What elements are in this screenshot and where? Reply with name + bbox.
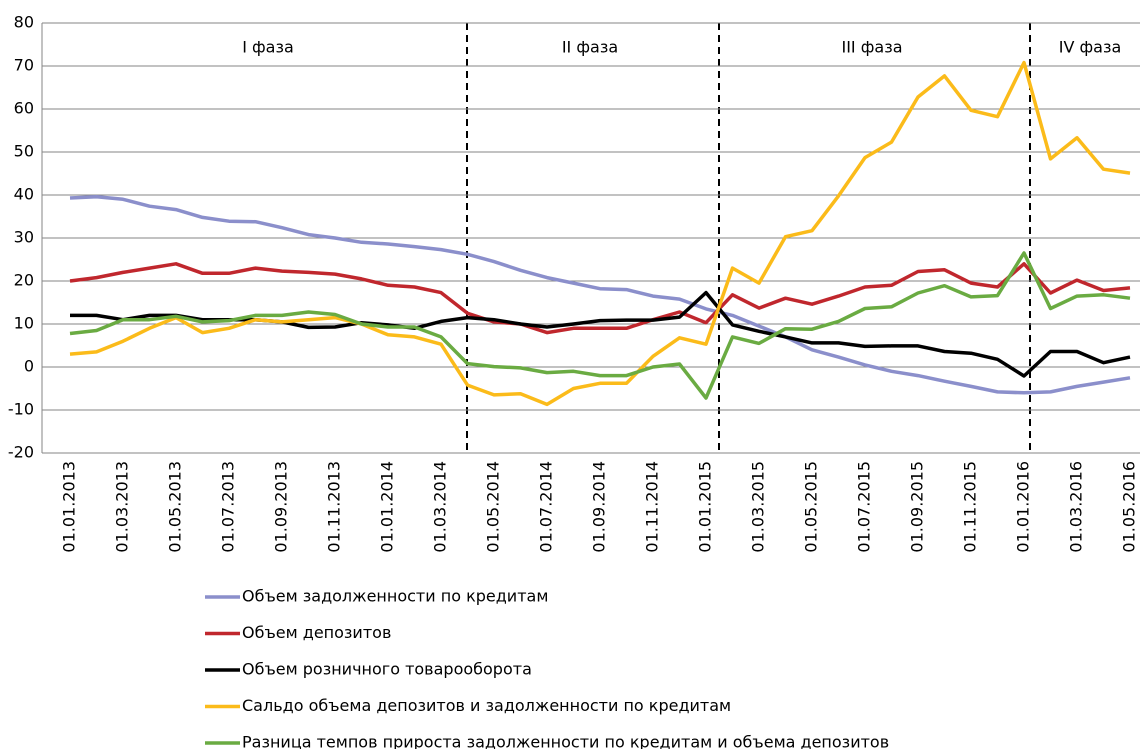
y-tick-label: 10: [14, 314, 34, 333]
x-tick-label: 01.05.2014: [484, 461, 503, 553]
x-tick-label: 01.05.2015: [802, 461, 821, 553]
x-tick-label: 01.05.2016: [1120, 461, 1139, 553]
x-tick-label: 01.11.2013: [325, 461, 344, 553]
legend-label: Объем розничного товарооборота: [242, 660, 532, 679]
y-tick-label: 40: [14, 185, 34, 204]
legend-label: Объем депозитов: [242, 623, 391, 642]
x-tick-label: 01.07.2015: [855, 461, 874, 553]
x-tick-label: 01.09.2015: [908, 461, 927, 553]
y-tick-label: 30: [14, 228, 34, 247]
x-tick-label: 01.09.2014: [590, 461, 609, 553]
x-tick-label: 01.03.2014: [431, 461, 450, 553]
legend-label: Сальдо объема депозитов и задолженности …: [242, 696, 731, 715]
x-tick-label: 01.11.2015: [961, 461, 980, 553]
y-tick-label: 80: [14, 13, 34, 32]
x-tick-label: 01.01.2015: [696, 461, 715, 553]
y-tick-label: -10: [8, 400, 34, 419]
series-line: [69, 251, 1131, 400]
series-line: [69, 194, 1131, 395]
phase-label: I фаза: [242, 38, 294, 57]
series-line: [70, 290, 1131, 378]
series-line: [69, 60, 1131, 407]
phase-label: III фаза: [841, 38, 902, 57]
series-line: [69, 262, 1131, 335]
legend-label: Разница темпов прироста задолженности по…: [242, 733, 889, 749]
x-tick-label: 01.01.2013: [60, 461, 79, 553]
x-tick-label: 01.01.2016: [1014, 461, 1033, 553]
x-tick-label: 01.03.2015: [749, 461, 768, 553]
legend-label: Объем задолженности по кредитам: [242, 587, 548, 606]
y-tick-label: 50: [14, 142, 34, 161]
x-tick-label: 01.07.2014: [537, 461, 556, 553]
x-tick-label: 01.07.2013: [219, 461, 238, 553]
x-tick-label: 01.03.2013: [113, 461, 132, 553]
y-tick-label: 20: [14, 271, 34, 290]
x-tick-label: 01.09.2013: [272, 461, 291, 553]
x-tick-label: 01.01.2014: [378, 461, 397, 553]
phase-label: II фаза: [562, 38, 618, 57]
y-tick-label: 60: [14, 99, 34, 118]
x-tick-label: 01.03.2016: [1067, 461, 1086, 553]
y-tick-label: -20: [8, 443, 34, 462]
phase-label: IV фаза: [1059, 38, 1122, 57]
x-tick-label: 01.11.2014: [643, 461, 662, 553]
y-tick-label: 70: [14, 56, 34, 75]
y-tick-label: 0: [24, 357, 34, 376]
x-tick-label: 01.05.2013: [166, 461, 185, 553]
